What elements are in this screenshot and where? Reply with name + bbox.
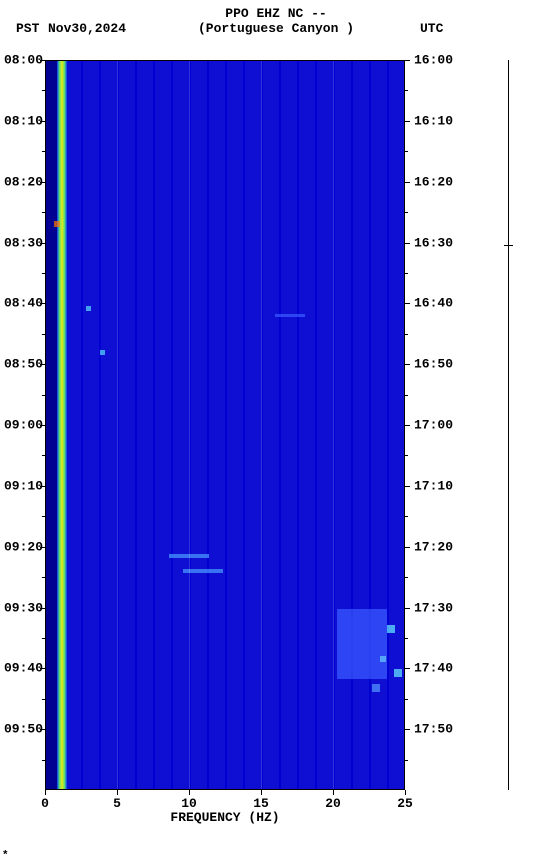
y-label-right: 17:20 — [414, 539, 453, 554]
y-label-right: 17:50 — [414, 722, 453, 737]
y-label-left: 08:00 — [4, 53, 43, 68]
x-tick-label: 25 — [397, 796, 413, 811]
footer-mark: * — [2, 850, 9, 862]
gridline-v — [189, 60, 190, 790]
tz-right-label: UTC — [420, 21, 443, 36]
x-tick-label: 20 — [325, 796, 341, 811]
y-tick-right-minor — [405, 760, 408, 761]
spectrogram-feature — [372, 684, 380, 692]
y-label-right: 16:10 — [414, 113, 453, 128]
y-tick-right-minor — [405, 212, 408, 213]
tz-left-label: PST — [16, 21, 39, 36]
colorbar-tick — [504, 245, 513, 246]
gridline-v — [117, 60, 118, 790]
y-label-left: 08:10 — [4, 113, 43, 128]
y-label-right: 16:30 — [414, 235, 453, 250]
y-tick-right — [405, 425, 410, 426]
y-label-left: 08:30 — [4, 235, 43, 250]
y-label-right: 16:00 — [414, 53, 453, 68]
y-tick-left-minor — [42, 638, 45, 639]
y-tick-right — [405, 608, 410, 609]
y-label-right: 16:50 — [414, 357, 453, 372]
x-tick — [117, 790, 118, 795]
y-tick-right-minor — [405, 395, 408, 396]
gridline-v — [261, 60, 262, 790]
spectrogram-feature — [54, 221, 60, 227]
colorbar-axis — [508, 60, 509, 790]
y-tick-right-minor — [405, 455, 408, 456]
y-label-left: 08:20 — [4, 174, 43, 189]
title-line1: PPO EHZ NC -- — [0, 6, 552, 21]
y-tick-right-minor — [405, 699, 408, 700]
x-tick-label: 0 — [41, 796, 49, 811]
x-tick — [261, 790, 262, 795]
y-tick-left-minor — [42, 151, 45, 152]
y-tick-right — [405, 486, 410, 487]
spectrogram-feature — [380, 656, 386, 662]
y-tick-right — [405, 668, 410, 669]
spectrogram-plot — [45, 60, 405, 790]
y-label-right: 16:20 — [414, 174, 453, 189]
y-label-right: 17:40 — [414, 661, 453, 676]
y-label-left: 09:30 — [4, 600, 43, 615]
spectrogram-feature — [275, 314, 305, 317]
gridline-v — [333, 60, 334, 790]
y-tick-right-minor — [405, 151, 408, 152]
y-tick-right — [405, 547, 410, 548]
y-tick-left-minor — [42, 699, 45, 700]
y-tick-left-minor — [42, 90, 45, 91]
x-tick-label: 5 — [113, 796, 121, 811]
y-label-left: 08:40 — [4, 296, 43, 311]
y-tick-left-minor — [42, 577, 45, 578]
x-axis-label: FREQUENCY (HZ) — [0, 810, 450, 825]
y-tick-left-minor — [42, 455, 45, 456]
x-tick-label: 10 — [181, 796, 197, 811]
y-tick-right-minor — [405, 577, 408, 578]
y-tick-right — [405, 303, 410, 304]
y-label-left: 09:40 — [4, 661, 43, 676]
y-tick-right-minor — [405, 516, 408, 517]
y-tick-right — [405, 364, 410, 365]
y-tick-right — [405, 121, 410, 122]
y-tick-right — [405, 182, 410, 183]
y-tick-right-minor — [405, 334, 408, 335]
spectrogram-feature — [337, 609, 387, 679]
y-tick-right — [405, 60, 410, 61]
y-label-right: 17:10 — [414, 478, 453, 493]
y-label-left: 09:50 — [4, 722, 43, 737]
spectrogram-feature — [100, 350, 105, 355]
y-label-left: 08:50 — [4, 357, 43, 372]
y-tick-right — [405, 243, 410, 244]
x-tick-label: 15 — [253, 796, 269, 811]
x-tick — [45, 790, 46, 795]
y-tick-right-minor — [405, 638, 408, 639]
y-tick-left-minor — [42, 212, 45, 213]
spectrogram-feature — [86, 306, 91, 311]
y-label-right: 16:40 — [414, 296, 453, 311]
x-tick — [333, 790, 334, 795]
y-tick-left-minor — [42, 273, 45, 274]
low-freq-energy-band — [57, 60, 67, 790]
x-tick — [405, 790, 406, 795]
y-tick-right — [405, 729, 410, 730]
spectrogram-feature — [387, 625, 395, 633]
y-tick-left-minor — [42, 395, 45, 396]
date-label: Nov30,2024 — [48, 21, 126, 36]
x-tick — [189, 790, 190, 795]
y-tick-left-minor — [42, 516, 45, 517]
y-label-right: 17:00 — [414, 418, 453, 433]
spectrogram-feature — [394, 669, 402, 677]
y-tick-left-minor — [42, 334, 45, 335]
y-label-right: 17:30 — [414, 600, 453, 615]
y-label-left: 09:00 — [4, 418, 43, 433]
y-label-left: 09:20 — [4, 539, 43, 554]
y-label-left: 09:10 — [4, 478, 43, 493]
y-tick-right-minor — [405, 273, 408, 274]
y-tick-left-minor — [42, 760, 45, 761]
y-tick-right-minor — [405, 90, 408, 91]
